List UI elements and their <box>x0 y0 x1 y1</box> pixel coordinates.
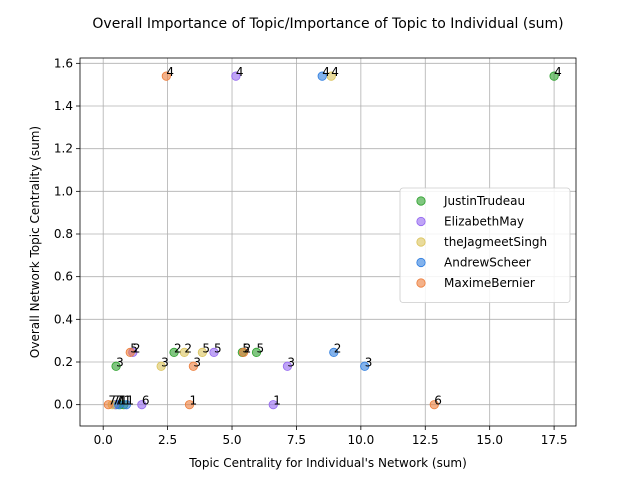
axes-frame <box>79 57 577 427</box>
data-label: 3 <box>193 355 201 369</box>
data-label: 2 <box>334 341 342 355</box>
y-tick-label: 1.4 <box>54 99 73 113</box>
x-axis-label: Topic Centrality for Individual's Networ… <box>188 456 467 470</box>
y-tick-label: 0.8 <box>54 227 73 241</box>
data-point <box>114 400 124 410</box>
legend-entry: theJagmeetSingh <box>444 235 547 249</box>
legend-marker <box>416 257 426 268</box>
data-point <box>103 400 113 410</box>
data-label: 5 <box>214 341 222 355</box>
data-label: 4 <box>331 65 339 79</box>
x-tick-label: 2.5 <box>158 433 177 447</box>
data-point <box>209 347 219 357</box>
x-tick-label: 0.0 <box>94 433 113 447</box>
data-label: 1 <box>120 394 128 408</box>
data-point <box>549 71 559 81</box>
data-label: 4 <box>554 65 562 79</box>
legend-marker <box>416 237 426 247</box>
x-tick-label: 15.0 <box>476 433 503 447</box>
data-point <box>282 361 293 371</box>
data-label: 1 <box>119 394 127 408</box>
data-point <box>161 71 171 81</box>
y-tick-label: 1.6 <box>54 56 73 70</box>
y-tick-label: 1.0 <box>54 184 73 198</box>
series-ElizabethMay <box>110 71 293 410</box>
data-point <box>125 347 135 357</box>
y-tick-label: 1.2 <box>54 142 73 156</box>
y-tick-label: 0.4 <box>54 312 73 326</box>
data-point <box>137 400 147 410</box>
data-label: 4 <box>166 65 174 79</box>
legend-entry: ElizabethMay <box>444 215 524 229</box>
data-label: 2 <box>184 341 192 355</box>
x-tick-label: 5.0 <box>222 433 241 447</box>
x-tick-label: 10.0 <box>347 433 374 447</box>
data-label: 5 <box>242 341 250 355</box>
legend-entry: MaximeBernier <box>444 276 535 290</box>
data-label: 3 <box>365 355 373 369</box>
data-label: 4 <box>322 65 330 79</box>
data-label: 3 <box>287 355 295 369</box>
data-label: 2 <box>133 341 141 355</box>
data-label: 1 <box>273 394 281 408</box>
data-point <box>231 71 241 81</box>
data-label: 7 <box>115 394 123 408</box>
data-point <box>268 400 278 410</box>
y-tick-label: 0.0 <box>54 398 73 412</box>
x-tick-label: 17.5 <box>541 433 568 447</box>
series-theJagmeetSingh <box>107 71 336 410</box>
data-point <box>326 71 336 81</box>
y-tick-label: 0.6 <box>54 270 73 284</box>
series-AndrewScheer <box>114 71 370 410</box>
data-label: 2 <box>174 341 182 355</box>
data-point <box>197 347 207 357</box>
data-label: 1 <box>190 394 198 408</box>
x-tick-label: 12.5 <box>412 433 439 447</box>
data-label: 6 <box>434 394 442 408</box>
legend: JustinTrudeau ElizabethMay theJagmeetSingh… <box>399 187 571 303</box>
data-point <box>317 71 327 81</box>
legend-marker <box>416 216 426 227</box>
data-point <box>429 400 439 410</box>
data-label: 5 <box>256 341 264 355</box>
legend-marker <box>416 196 426 206</box>
data-point <box>169 347 179 357</box>
data-point <box>360 361 370 371</box>
legend-entry: JustinTrudeau <box>443 194 525 208</box>
data-point <box>251 347 262 357</box>
data-label: 7 <box>112 394 120 408</box>
data-label: 7 <box>108 394 116 408</box>
data-point <box>188 361 198 371</box>
data-label: 2 <box>244 341 252 355</box>
data-label: 3 <box>161 355 169 369</box>
chart-title: Overall Importance of Topic/Importance o… <box>92 16 563 32</box>
legend-entry: AndrewScheer <box>444 256 531 270</box>
data-point <box>329 347 339 357</box>
legend-marker <box>416 278 426 288</box>
data-label: 5 <box>202 341 210 355</box>
y-axis-label: Overall Network Topic Centrality (sum) <box>28 126 42 358</box>
data-label: 7 <box>116 394 124 408</box>
data-point <box>156 361 166 371</box>
data-label: 1 <box>124 394 132 408</box>
data-point <box>179 347 189 357</box>
data-point <box>184 400 195 410</box>
data-label: 1 <box>126 394 134 408</box>
data-label: 3 <box>116 355 124 369</box>
data-label: 5 <box>130 341 138 355</box>
y-tick-label: 0.2 <box>54 355 73 369</box>
legend-box <box>399 187 571 303</box>
data-point <box>239 347 249 357</box>
data-point <box>111 361 121 371</box>
series-MaximeBernier <box>103 71 439 410</box>
x-tick-label: 7.5 <box>287 433 306 447</box>
data-label: 6 <box>142 394 150 408</box>
data-label: 4 <box>236 65 244 79</box>
